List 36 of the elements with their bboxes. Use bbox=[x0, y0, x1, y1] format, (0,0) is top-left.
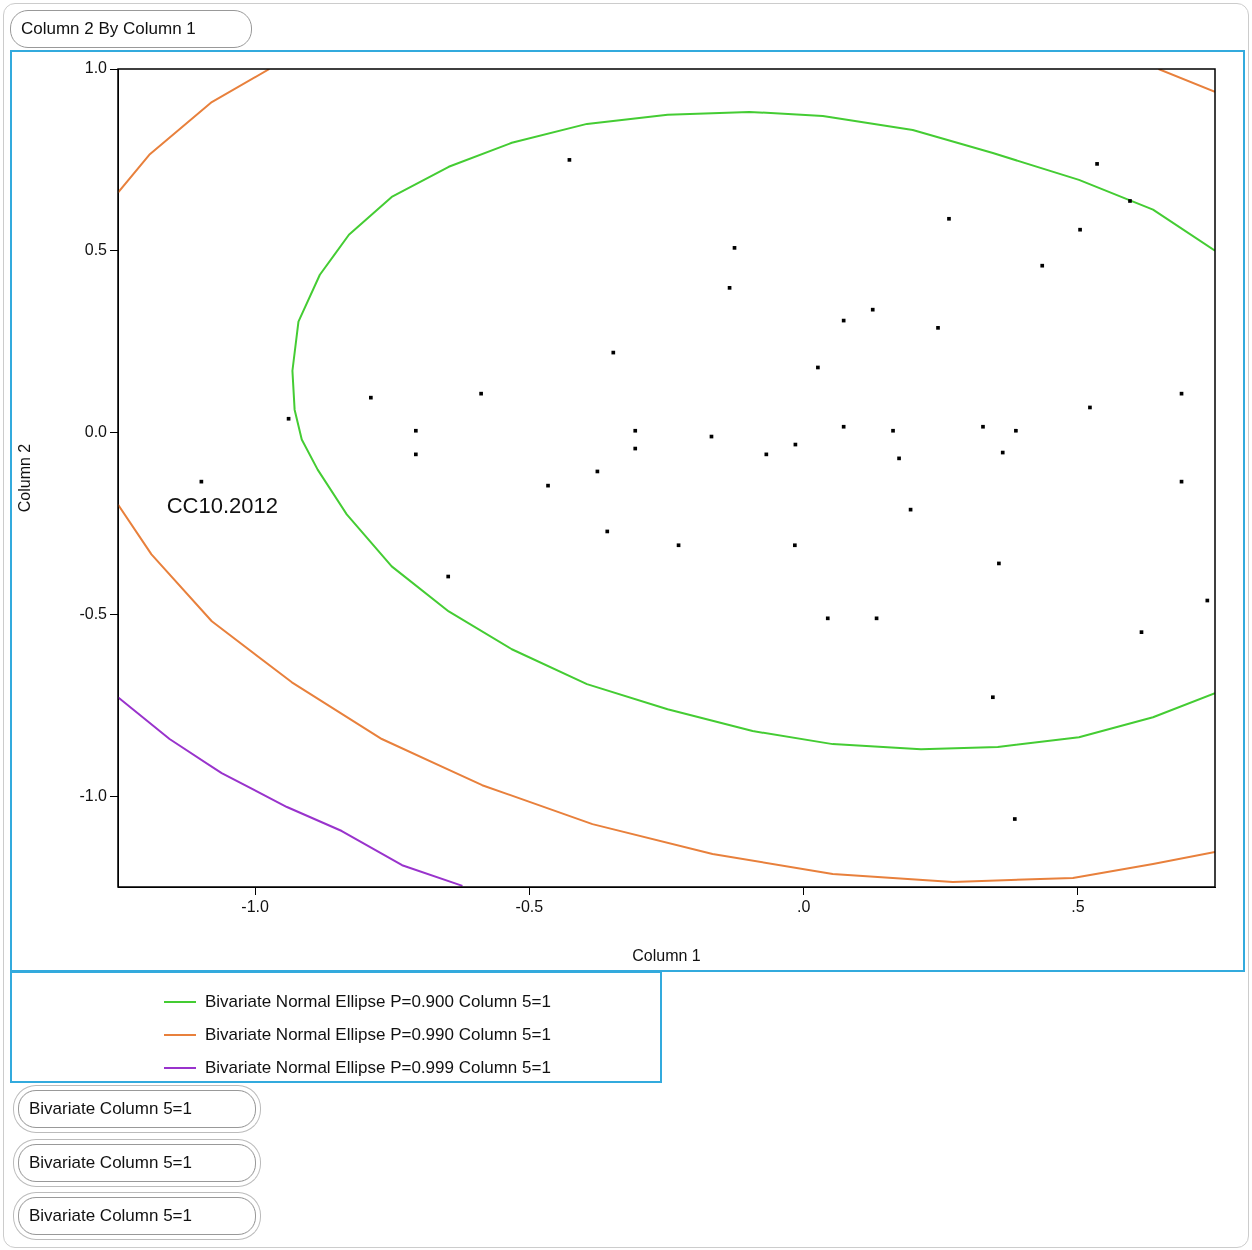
x-tick-label: -1.0 bbox=[241, 898, 270, 916]
point bbox=[991, 695, 995, 700]
point bbox=[825, 616, 830, 621]
point bbox=[1128, 199, 1132, 203]
point bbox=[1014, 428, 1018, 433]
text: Bivariate Column 5=1 bbox=[18, 1143, 256, 1182]
point bbox=[1095, 162, 1099, 166]
text: Bivariate Column 5=1 bbox=[18, 1197, 256, 1235]
y-tick-label: 1.0 bbox=[84, 59, 108, 77]
point bbox=[841, 424, 846, 429]
y-tick-label: 0.0 bbox=[84, 422, 108, 440]
annotation: CC10.2012 bbox=[166, 492, 279, 518]
point bbox=[981, 424, 985, 429]
y-tick-label: 0.5 bbox=[84, 241, 108, 259]
legend-label: Bivariate Normal Ellipse P=0.999 Column 5=1 bbox=[205, 1057, 551, 1078]
y-axis-title: Column 2 bbox=[16, 443, 34, 513]
point bbox=[633, 428, 638, 433]
x-tick-label: .0 bbox=[796, 898, 811, 916]
x-tick-label: -0.5 bbox=[515, 898, 544, 916]
point bbox=[414, 428, 418, 433]
text: Bivariate Column 5=1 bbox=[18, 1090, 256, 1128]
point bbox=[1012, 817, 1017, 821]
point bbox=[891, 428, 895, 433]
y-tick-label: -1.0 bbox=[79, 786, 108, 804]
chart-title: Column 2 By Column 1 bbox=[10, 10, 252, 48]
x-tick-label: .5 bbox=[1071, 898, 1085, 916]
point bbox=[947, 216, 951, 221]
point bbox=[793, 543, 797, 548]
y-tick-label: -0.5 bbox=[79, 604, 108, 622]
point bbox=[1040, 263, 1045, 268]
legend-label: Bivariate Normal Ellipse P=0.900 Column 5=1 bbox=[205, 991, 551, 1012]
legend-label: Bivariate Normal Ellipse P=0.990 Column 5=1 bbox=[205, 1024, 551, 1045]
point bbox=[1078, 227, 1082, 232]
x-axis-title: Column 1 bbox=[632, 946, 701, 964]
point bbox=[870, 307, 875, 312]
point bbox=[936, 326, 940, 330]
